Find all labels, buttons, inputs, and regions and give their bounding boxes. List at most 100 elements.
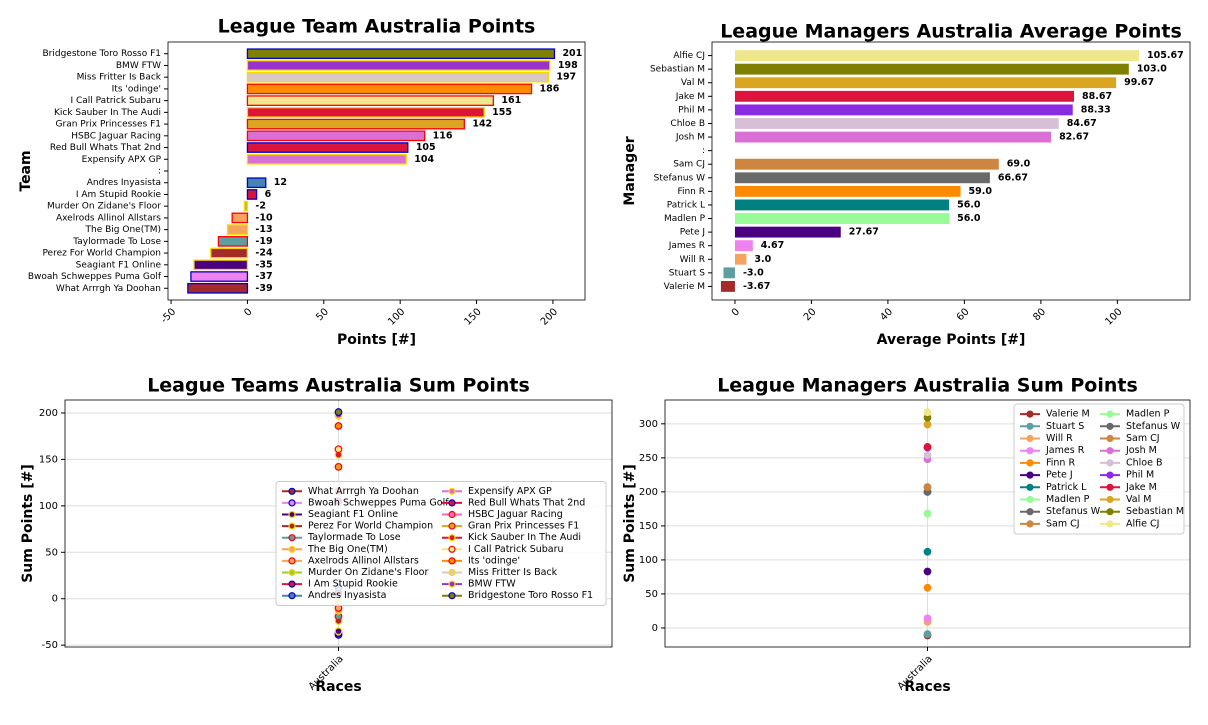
value-label: 66.67: [998, 172, 1028, 183]
value-label: 6: [265, 189, 272, 200]
y-tick-label: Murder On Zidane's Floor: [47, 202, 161, 212]
legend-label: Stefanus W: [1046, 506, 1101, 517]
legend-label: Phil M: [1126, 470, 1154, 481]
value-label: 56.0: [957, 213, 981, 224]
x-tick-label: 60: [955, 306, 972, 323]
y-tick-label: Alfie CJ: [673, 51, 705, 61]
bar: [734, 226, 841, 238]
legend-label: Red Bull Whats That 2nd: [468, 497, 585, 508]
bar: [246, 142, 409, 153]
bar: [720, 280, 735, 292]
legend-marker: [288, 487, 296, 495]
legend-marker: [1106, 459, 1114, 467]
y-tick-label: Phil M: [678, 105, 705, 115]
bar: [734, 253, 747, 265]
value-label: 116: [433, 130, 453, 141]
y-tick-label: Stuart S: [669, 268, 706, 278]
legend-marker: [288, 592, 296, 600]
legend-label: Sam CJ: [1046, 518, 1080, 529]
legend-label: What Arrrgh Ya Doohan: [308, 486, 419, 497]
legend-label: Josh M: [1125, 445, 1157, 456]
bar: [734, 104, 1073, 116]
x-tick-label: 100: [386, 306, 407, 327]
x-axis-label: Races: [315, 679, 361, 695]
plot-frame: [167, 41, 586, 301]
legend-marker: [448, 499, 456, 507]
bar: [246, 130, 426, 142]
bar: [231, 212, 249, 224]
bar: [734, 90, 1075, 102]
value-label: 186: [540, 83, 560, 94]
value-label: 155: [492, 107, 512, 118]
value-label: 59.0: [969, 186, 993, 197]
bar: [734, 172, 990, 184]
value-label: 103.0: [1137, 64, 1167, 75]
legend-marker: [448, 487, 456, 495]
legend-marker: [448, 522, 456, 530]
value-label: -3.0: [743, 267, 764, 278]
legend-label: Bwoah Schweppes Puma Golf: [308, 497, 449, 508]
chart-title: League Managers Australia Average Points: [720, 21, 1182, 43]
x-axis-label: Average Points [#]: [877, 332, 1026, 348]
legend-marker: [1106, 422, 1114, 430]
plot-frame: [664, 399, 1191, 648]
bar: [734, 213, 950, 224]
bar: [246, 153, 407, 165]
legend-marker: [288, 510, 296, 519]
y-tick-label: Josh M: [675, 133, 705, 143]
value-label: 27.67: [849, 227, 879, 238]
legend-label: Pete J: [1046, 470, 1073, 481]
legend-label: Finn R: [1046, 457, 1075, 468]
legend-label: Sam CJ: [1126, 433, 1160, 444]
legend-label: Andres Inyasista: [308, 590, 386, 601]
y-tick-label: Will R: [680, 255, 705, 265]
y-tick-label: Madlen P: [664, 214, 706, 224]
legend-marker: [288, 568, 296, 577]
legend-label: Gran Prix Princesses F1: [468, 521, 579, 532]
y-tick-label: 100: [639, 555, 658, 566]
y-tick-label: Red Bull Whats That 2nd: [50, 143, 161, 153]
legend-label: Stefanus W: [1126, 421, 1181, 432]
y-tick-label: Val M: [681, 78, 705, 88]
y-tick-label: Jake M: [675, 92, 705, 102]
point: [923, 583, 932, 592]
legend-marker: [1026, 459, 1034, 467]
y-tick-label: Stefanus W: [654, 173, 705, 183]
y-tick-label: James R: [668, 241, 705, 251]
value-label: 88.67: [1082, 91, 1112, 102]
legend-label: Perez For World Champion: [308, 521, 433, 532]
value-label: 99.67: [1124, 77, 1154, 88]
bar: [734, 158, 999, 170]
bar: [246, 177, 267, 189]
y-tick-label: Sam CJ: [673, 160, 705, 170]
legend-marker: [1026, 520, 1034, 528]
point: [923, 614, 932, 623]
legend-label: Will R: [1046, 433, 1073, 444]
x-tick-label: 50: [314, 306, 331, 323]
y-tick-label: Patrick L: [667, 200, 705, 210]
bar: [734, 50, 1140, 62]
legend-label: Seagiant F1 Online: [308, 509, 398, 520]
legend-marker: [448, 557, 456, 565]
value-label: 84.67: [1067, 118, 1097, 129]
legend-box: [275, 481, 607, 606]
value-label: 56.0: [957, 199, 981, 210]
bar: [734, 77, 1117, 89]
y-axis-label: Sum Points [#]: [622, 464, 638, 583]
legend-label: HSBC Jaguar Racing: [468, 509, 563, 520]
legend-marker: [448, 545, 456, 553]
value-label: 4.67: [761, 240, 784, 251]
y-tick-label: :: [158, 167, 161, 177]
legend-marker: [288, 557, 296, 565]
value-label: 105.67: [1147, 50, 1184, 61]
plot-frame: [64, 399, 613, 648]
legend-marker: [288, 545, 296, 553]
legend-label: James R: [1045, 445, 1085, 456]
y-tick-label: Taylormade To Lose: [72, 237, 161, 247]
legend-label: Kick Sauber In The Audi: [468, 532, 581, 543]
point: [923, 483, 932, 491]
y-tick-label: 100: [39, 501, 58, 512]
y-tick-label: Bridgestone Toro Rosso F1: [42, 49, 161, 59]
legend-marker: [1026, 483, 1034, 491]
value-label: 104: [414, 154, 434, 165]
